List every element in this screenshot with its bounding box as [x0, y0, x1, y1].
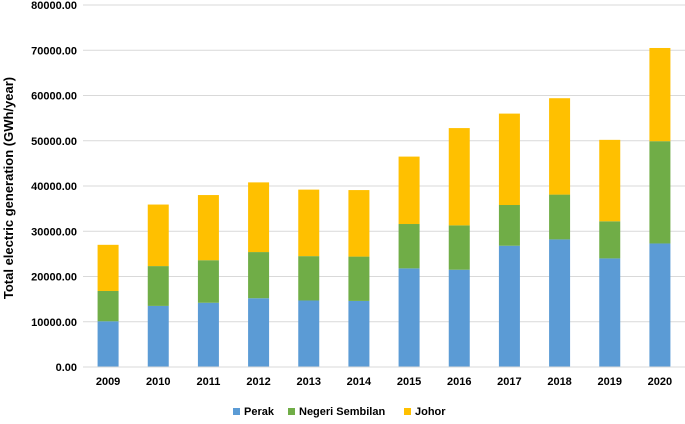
- bar-negeri-sembilan-2014: [348, 256, 370, 301]
- y-tick-label: 30000.00: [31, 226, 77, 238]
- x-tick-label: 2020: [648, 376, 672, 388]
- bar-negeri-sembilan-2016: [448, 225, 470, 270]
- legend-swatch-perak: [233, 408, 240, 415]
- bar-perak-2017: [498, 245, 520, 367]
- bar-negeri-sembilan-2019: [599, 221, 621, 259]
- bar-perak-2010: [147, 305, 169, 367]
- legend-swatch-johor: [404, 408, 411, 415]
- bar-negeri-sembilan-2012: [248, 252, 270, 299]
- x-tick-label: 2019: [598, 376, 622, 388]
- bar-johor-2011: [197, 195, 219, 261]
- bar-johor-2012: [248, 182, 270, 253]
- legend-swatch-negeri-sembilan: [288, 408, 295, 415]
- y-tick-label: 0.00: [56, 362, 77, 374]
- y-axis-label: Total electric generation (GWh/year): [1, 77, 16, 299]
- bar-negeri-sembilan-2017: [498, 205, 520, 246]
- legend-label: Negeri Sembilan: [299, 406, 385, 418]
- bar-johor-2009: [97, 244, 119, 291]
- bar-negeri-sembilan-2009: [97, 290, 119, 322]
- bar-johor-2016: [448, 128, 470, 226]
- bar-perak-2020: [649, 243, 671, 367]
- bar-johor-2014: [348, 190, 370, 257]
- y-tick-label: 80000.00: [31, 0, 77, 12]
- x-tick-label: 2010: [146, 376, 170, 388]
- bar-johor-2015: [398, 156, 420, 225]
- legend: Perak Negeri Sembilan Johor: [233, 406, 446, 418]
- x-tick-label: 2016: [447, 376, 471, 388]
- y-tick-label: 40000.00: [31, 181, 77, 193]
- bar-perak-2014: [348, 300, 370, 367]
- bar-negeri-sembilan-2018: [549, 194, 571, 240]
- x-tick-labels: 2009 2010 2011 2012 2013 2014 2015 2016 2017 2018…: [96, 376, 672, 388]
- bar-negeri-sembilan-2011: [197, 260, 219, 303]
- x-tick-label: 2014: [347, 376, 372, 388]
- bar-perak-2015: [398, 268, 420, 367]
- bar-perak-2009: [97, 321, 119, 367]
- bar-johor-2017: [498, 113, 520, 206]
- bar-perak-2013: [298, 300, 320, 367]
- y-tick-label: 20000.00: [31, 272, 77, 284]
- x-tick-label: 2011: [196, 376, 220, 388]
- bar-perak-2016: [448, 269, 470, 367]
- x-tick-label: 2012: [246, 376, 270, 388]
- legend-label: Perak: [244, 406, 275, 418]
- bar-perak-2012: [248, 298, 270, 367]
- y-tick-label: 60000.00: [31, 91, 77, 103]
- bars: [97, 47, 671, 367]
- bar-negeri-sembilan-2013: [298, 256, 320, 301]
- y-tick-label: 10000.00: [31, 317, 77, 329]
- bar-johor-2020: [649, 47, 671, 142]
- bar-johor-2019: [599, 139, 621, 222]
- bar-johor-2010: [147, 204, 169, 267]
- bar-perak-2019: [599, 258, 621, 367]
- bar-johor-2018: [549, 98, 571, 195]
- bar-negeri-sembilan-2010: [147, 266, 169, 306]
- y-tick-label: 50000.00: [31, 136, 77, 148]
- bar-perak-2011: [197, 302, 219, 367]
- bar-perak-2018: [549, 239, 571, 367]
- y-tick-label: 70000.00: [31, 45, 77, 57]
- x-tick-label: 2015: [397, 376, 421, 388]
- x-tick-label: 2018: [547, 376, 571, 388]
- x-tick-label: 2009: [96, 376, 120, 388]
- bar-johor-2013: [298, 189, 320, 257]
- bar-negeri-sembilan-2020: [649, 141, 671, 244]
- legend-label: Johor: [415, 406, 446, 418]
- x-tick-label: 2017: [497, 376, 521, 388]
- bar-negeri-sembilan-2015: [398, 224, 420, 269]
- y-tick-labels: 0.00 10000.00 20000.00 30000.00 40000.00 5000…: [31, 0, 77, 374]
- gridlines: [83, 4, 685, 323]
- x-tick-label: 2013: [297, 376, 321, 388]
